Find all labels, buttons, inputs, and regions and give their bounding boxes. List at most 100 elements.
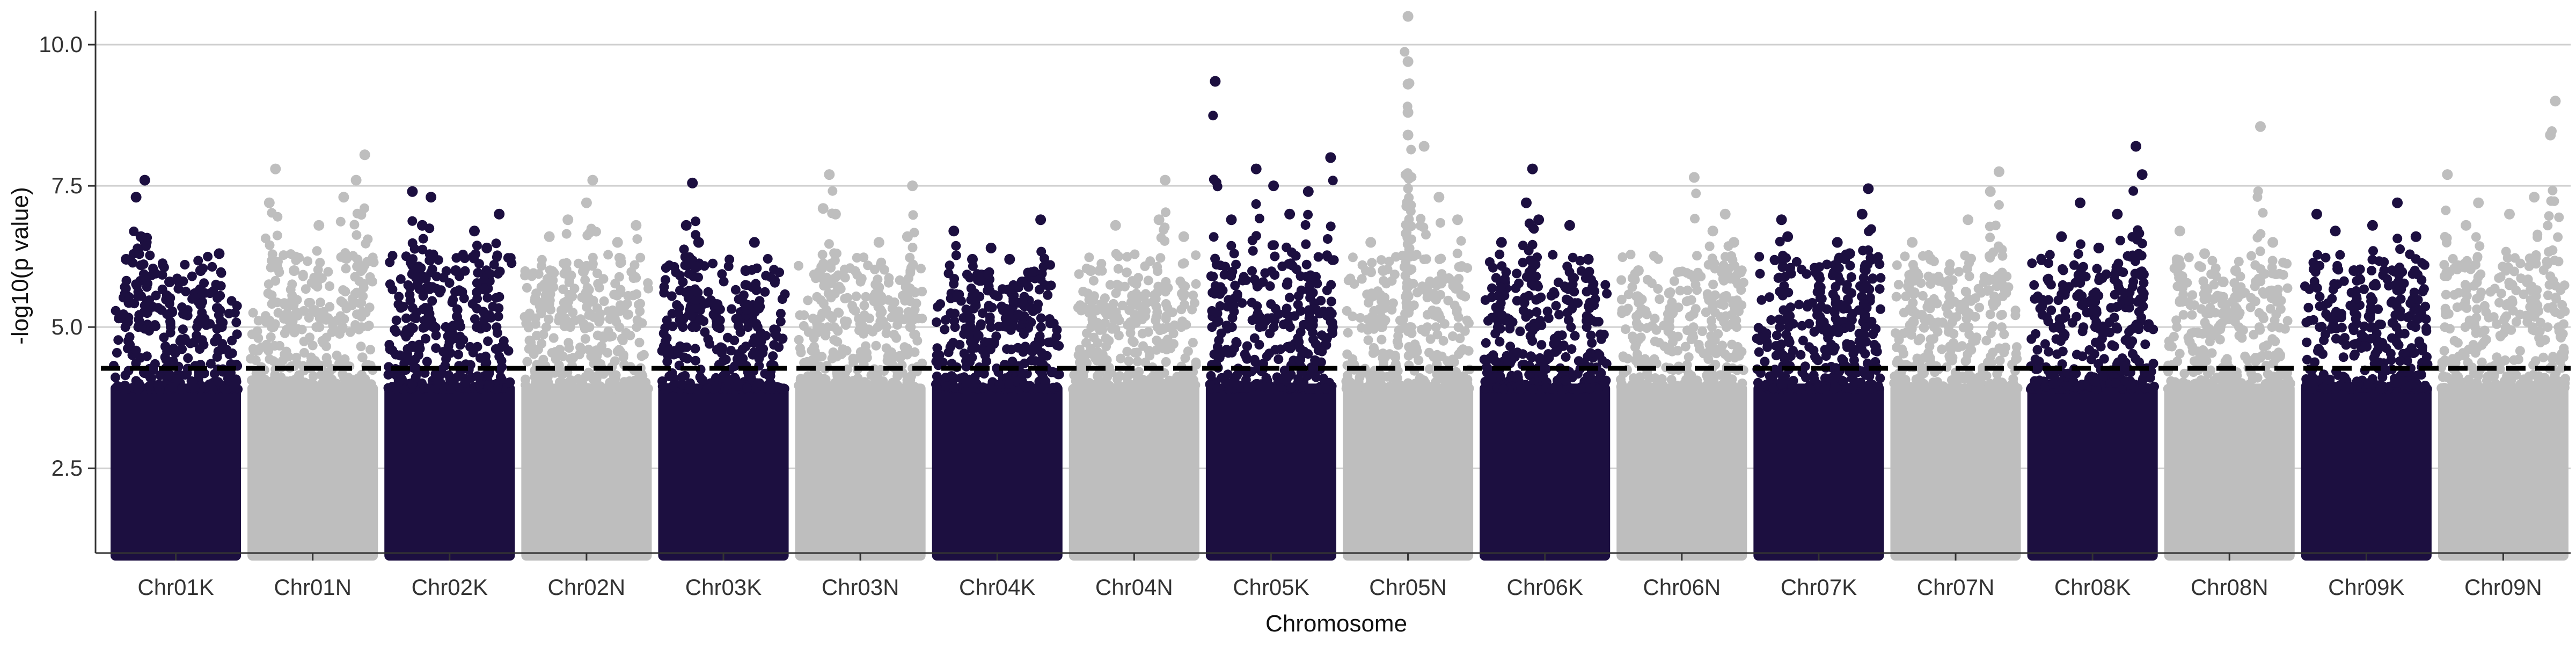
- data-point: [614, 253, 624, 263]
- data-point: [1536, 340, 1546, 350]
- data-point: [1892, 260, 1902, 270]
- peak-point: [1664, 288, 1675, 299]
- data-point: [1497, 261, 1506, 271]
- data-point: [2080, 380, 2090, 390]
- data-point: [1107, 322, 1117, 332]
- data-point: [739, 290, 749, 300]
- data-point: [264, 279, 274, 289]
- data-point: [1495, 250, 1504, 259]
- data-point: [1772, 331, 1782, 340]
- data-point: [1701, 308, 1711, 317]
- data-point: [492, 238, 501, 248]
- data-point: [1568, 279, 1578, 289]
- data-point: [1633, 350, 1642, 359]
- data-point: [1532, 307, 1541, 317]
- data-point: [140, 301, 150, 310]
- data-point: [1531, 272, 1541, 281]
- data-point: [603, 348, 612, 358]
- data-point: [150, 359, 160, 369]
- data-point: [1801, 373, 1811, 382]
- data-point: [1122, 252, 1132, 261]
- data-point: [1561, 352, 1571, 362]
- data-point: [822, 305, 831, 315]
- data-point: [419, 291, 428, 301]
- data-point: [1429, 352, 1439, 362]
- data-point: [345, 384, 354, 394]
- data-point: [2028, 381, 2038, 391]
- data-point: [1600, 280, 1610, 290]
- peak-point: [874, 237, 884, 248]
- data-point: [1602, 289, 1612, 299]
- dense-points-block: [1206, 383, 1336, 561]
- data-point: [2091, 338, 2101, 347]
- data-point: [530, 293, 540, 303]
- data-point: [567, 377, 576, 387]
- data-point: [1630, 275, 1640, 285]
- data-point: [1185, 384, 1195, 394]
- data-point: [125, 332, 135, 342]
- data-point: [551, 347, 560, 357]
- data-point: [395, 351, 405, 360]
- data-point: [1161, 357, 1171, 367]
- data-point: [729, 336, 739, 345]
- data-point: [420, 272, 429, 282]
- data-point: [1423, 310, 1432, 319]
- data-point: [1708, 253, 1717, 263]
- data-point: [1785, 338, 1795, 347]
- data-point: [1554, 310, 1564, 319]
- data-point: [1779, 379, 1788, 389]
- data-point: [1768, 384, 1778, 394]
- peak-point: [481, 243, 492, 253]
- data-point: [611, 317, 621, 326]
- peak-point: [1776, 214, 1787, 225]
- data-point: [1212, 383, 1222, 393]
- data-point: [1371, 374, 1381, 383]
- data-point: [1635, 293, 1644, 302]
- data-point: [483, 336, 493, 346]
- data-point: [407, 216, 417, 226]
- data-point: [265, 241, 275, 250]
- data-point: [1302, 260, 1312, 270]
- data-point: [978, 383, 987, 393]
- data-point: [1039, 262, 1049, 272]
- data-point: [112, 348, 122, 358]
- data-point: [2099, 354, 2109, 364]
- data-point: [1621, 324, 1630, 334]
- data-point: [197, 335, 207, 345]
- data-point: [416, 263, 426, 273]
- peak-point: [1689, 172, 1700, 183]
- data-point: [479, 307, 488, 316]
- chromosome-series-chr07n: [1889, 166, 2022, 561]
- data-point: [1500, 274, 1510, 283]
- data-point: [1765, 372, 1775, 381]
- data-point: [1177, 316, 1187, 326]
- data-point: [231, 317, 241, 327]
- data-point: [908, 210, 918, 220]
- data-point: [1558, 341, 1568, 351]
- data-point: [766, 272, 775, 282]
- data-point: [1267, 313, 1276, 323]
- data-point: [494, 311, 503, 321]
- data-point: [1270, 252, 1279, 261]
- data-point: [604, 307, 613, 316]
- data-point: [1527, 336, 1537, 346]
- data-point: [829, 347, 838, 357]
- data-point: [1138, 375, 1148, 384]
- data-point: [990, 337, 999, 347]
- data-point: [1997, 377, 2007, 387]
- data-point: [479, 285, 488, 294]
- data-point: [1780, 288, 1789, 298]
- data-point: [1400, 47, 1409, 57]
- data-point: [2139, 270, 2149, 279]
- data-point: [158, 258, 167, 268]
- data-point: [1393, 374, 1402, 383]
- peak-point: [1963, 214, 1973, 225]
- data-point: [1301, 220, 1311, 230]
- data-point: [421, 303, 430, 312]
- chromosome-series-chr04k: [931, 214, 1064, 561]
- data-point: [1673, 332, 1683, 341]
- data-point: [1367, 312, 1377, 322]
- data-point: [951, 241, 961, 251]
- data-point: [1831, 299, 1840, 308]
- data-point: [459, 294, 469, 303]
